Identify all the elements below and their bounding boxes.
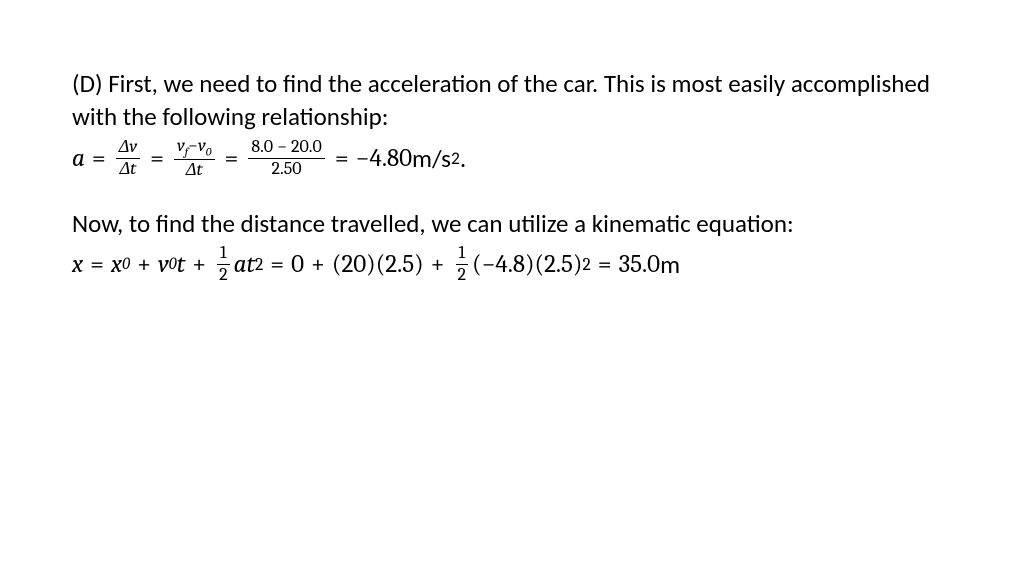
accel-value: −4.80 [356,144,412,173]
equals-6: = [270,250,284,279]
equation-acceleration: a = Δv Δt = vf−v0 Δt = 8.0 − 20.0 2.50 =… [72,137,952,180]
accel-unit: m/s [412,143,451,174]
equals-7: = [598,250,612,279]
equals-1: = [92,144,106,173]
equals-2: = [150,144,164,173]
plus-1: + [137,250,151,279]
var-a: a [72,144,85,173]
frac-half-1: 1 2 [216,244,231,285]
term-v0t: (20)(2.5) [332,250,424,279]
plus-4: + [431,250,445,279]
plus-2: + [192,250,206,279]
dist-unit: m [660,249,680,280]
frac-dv-dt: Δv Δt [116,138,140,179]
equals-4: = [335,144,349,173]
equals-5: = [90,250,104,279]
dist-value: 35.0 [619,250,660,279]
equals-3: = [225,144,239,173]
plus-3: + [311,250,325,279]
intro-paragraph-1: (D) First, we need to find the accelerat… [72,68,952,133]
term-t2: (2.5) [535,250,583,279]
physics-solution-slide: (D) First, we need to find the accelerat… [0,0,1024,285]
frac-vf-v0-dt: vf−v0 Δt [174,137,215,180]
frac-half-2: 1 2 [455,244,470,285]
equation-kinematic: x = x0 + v0t + 1 2 at2 = 0 + (20)(2.5) +… [72,244,952,285]
term-a: (−4.8) [472,250,535,279]
intro-paragraph-2: Now, to find the distance travelled, we … [72,208,952,241]
var-x: x [72,250,83,279]
frac-numeric: 8.0 − 20.0 2.50 [248,138,324,179]
